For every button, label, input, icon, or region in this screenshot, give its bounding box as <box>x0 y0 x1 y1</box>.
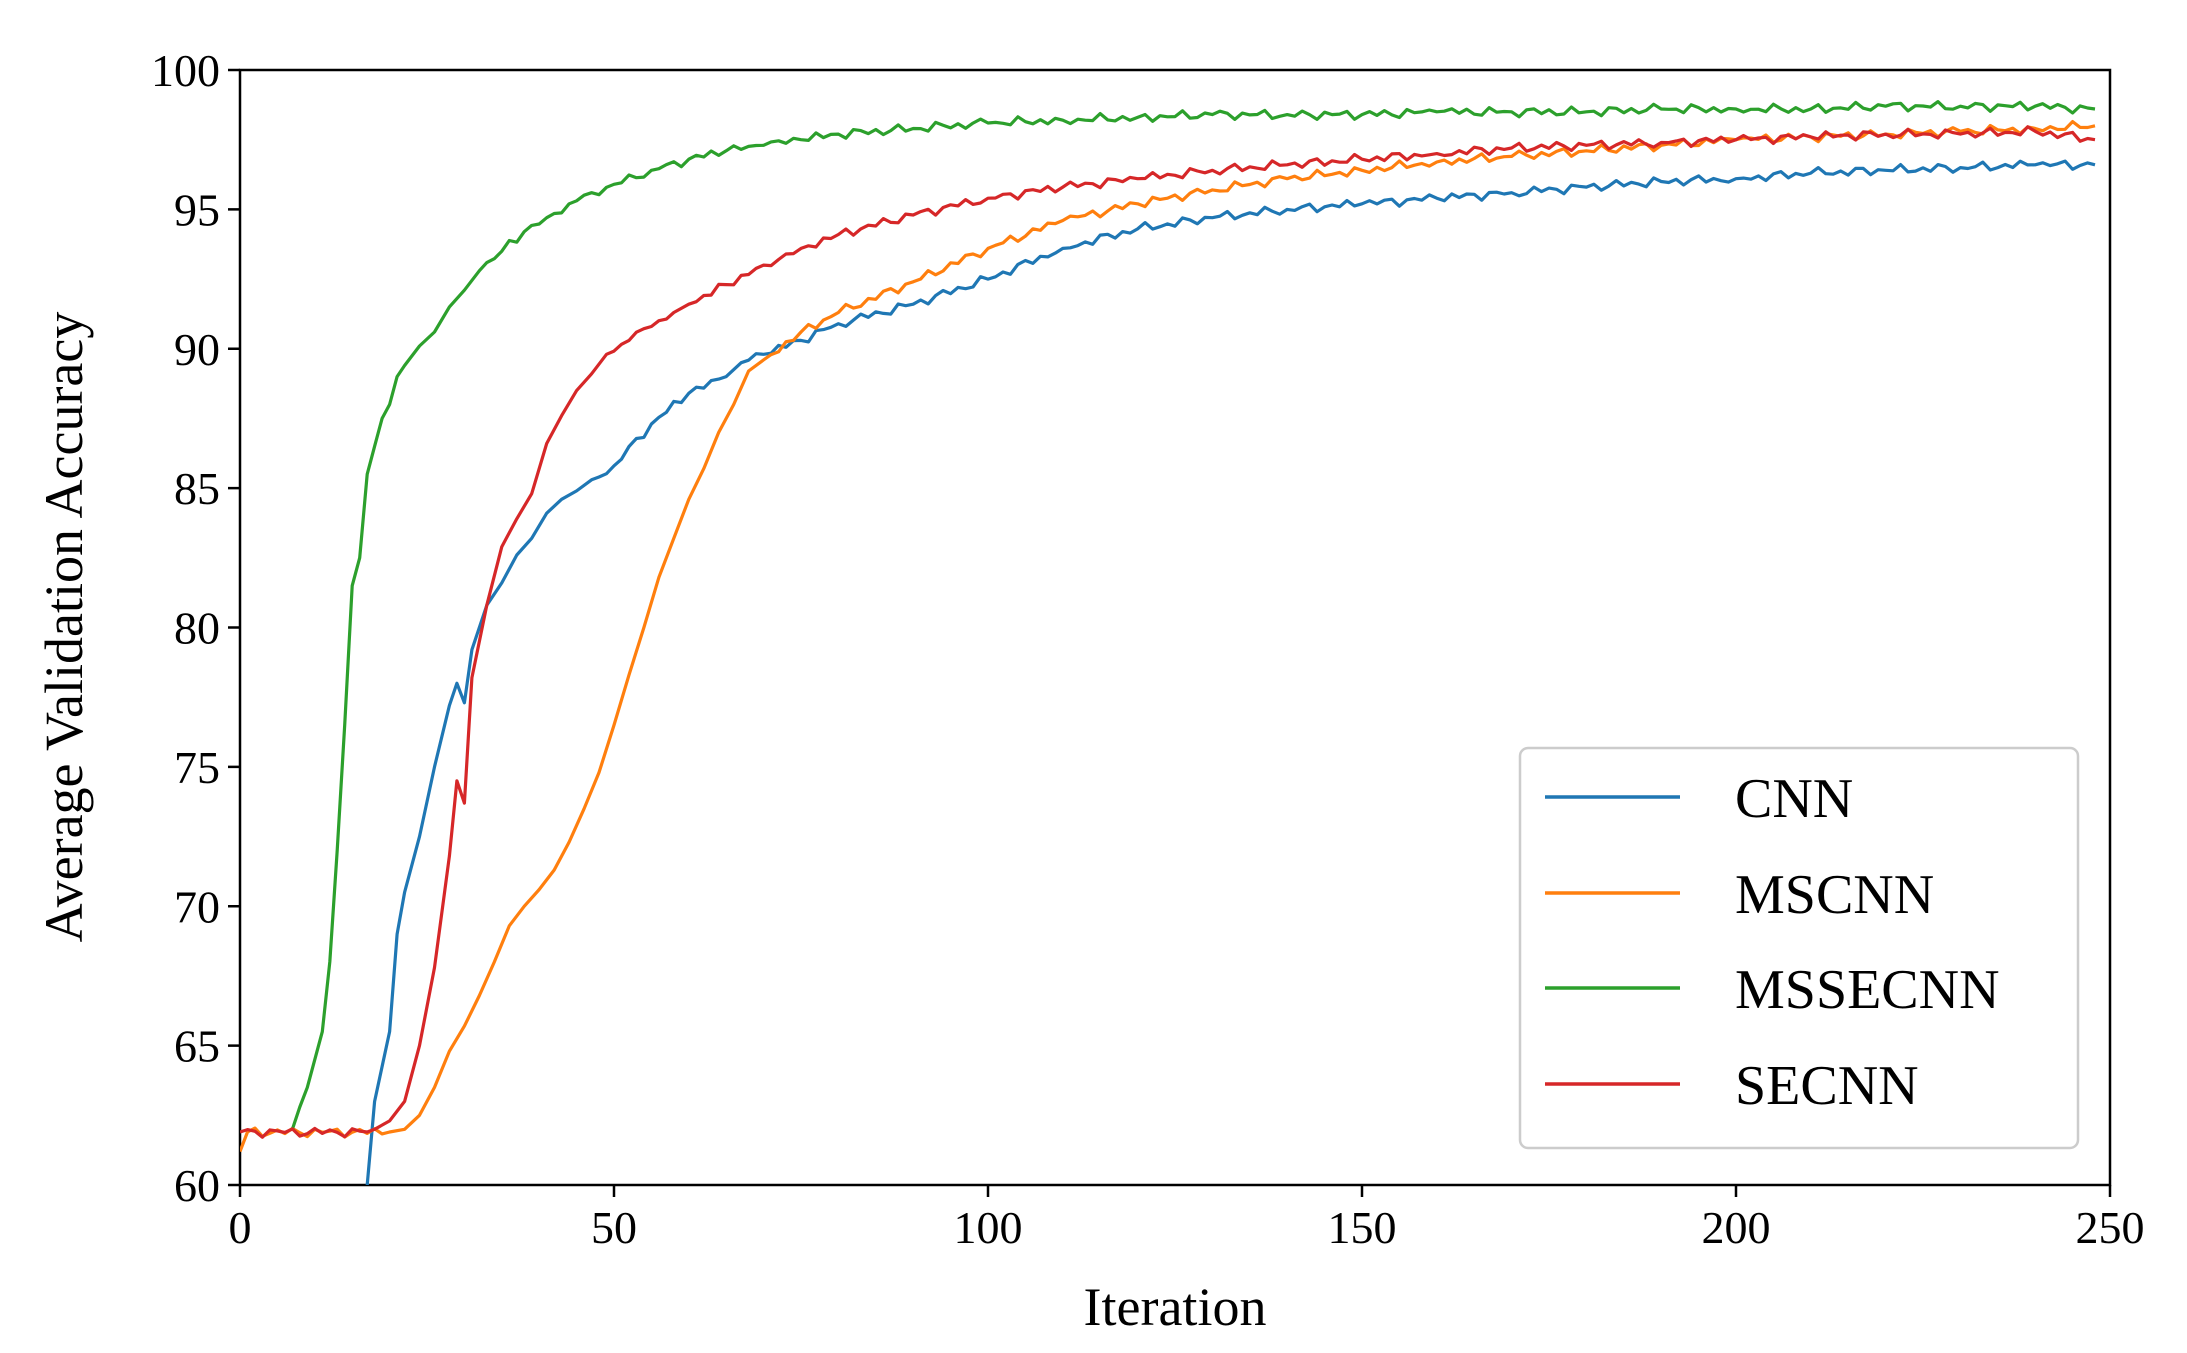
x-tick-label: 150 <box>1328 1202 1397 1253</box>
legend-label: SECNN <box>1735 1055 1919 1117</box>
y-tick-label: 75 <box>174 742 220 793</box>
y-tick-label: 100 <box>151 45 220 96</box>
series-line-cnn <box>365 159 2096 1185</box>
x-axis-label: Iteration <box>1084 1277 1267 1337</box>
y-axis: 60 65 70 75 80 85 90 95 100 <box>151 45 240 1211</box>
x-tick-label: 50 <box>591 1202 637 1253</box>
legend-label: MSCNN <box>1735 864 1934 926</box>
y-tick-label: 95 <box>174 184 220 235</box>
y-tick-label: 65 <box>174 1021 220 1072</box>
legend-label: MSSECNN <box>1735 959 2000 1021</box>
legend: CNN MSCNN MSSECNN SECNN <box>1518 746 2080 1150</box>
y-tick-label: 80 <box>174 603 220 654</box>
series-layer <box>240 100 2096 1185</box>
x-axis: 0 50 100 150 200 250 <box>229 1185 2145 1253</box>
x-tick-label: 200 <box>1702 1202 1771 1253</box>
series-line-secnn <box>240 125 2096 1139</box>
x-tick-label: 0 <box>229 1202 252 1253</box>
legend-label: CNN <box>1735 768 1853 830</box>
y-tick-label: 60 <box>174 1160 220 1211</box>
y-tick-label: 90 <box>174 324 220 375</box>
x-tick-label: 250 <box>2076 1202 2145 1253</box>
y-tick-label: 85 <box>174 463 220 514</box>
x-tick-label: 100 <box>954 1202 1023 1253</box>
series-line-mssecnn <box>290 100 2096 1130</box>
legend-box <box>1518 746 2080 1150</box>
y-tick-label: 70 <box>174 881 220 932</box>
series-line-mscnn <box>240 120 2096 1153</box>
y-axis-label: Average Validation Accuracy <box>34 312 94 943</box>
